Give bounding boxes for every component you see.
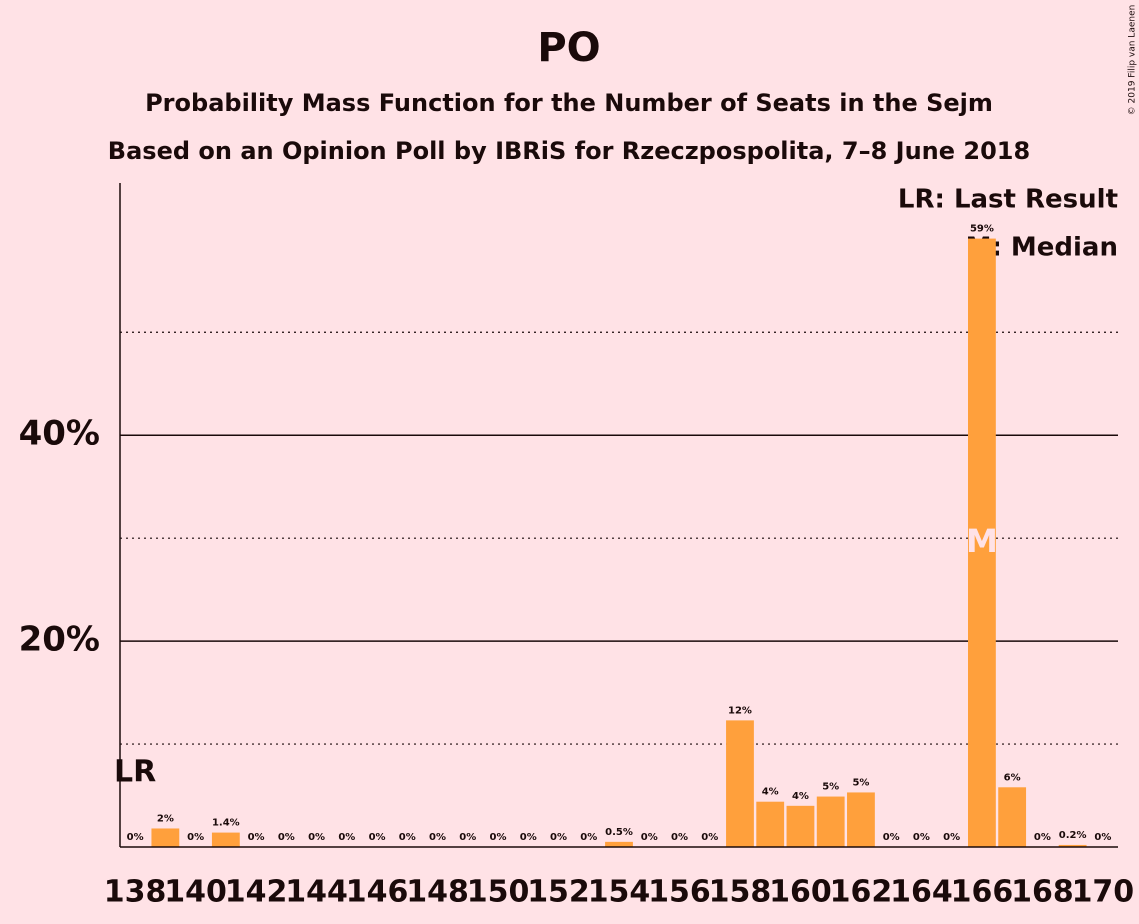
value-label: 2% bbox=[157, 813, 174, 824]
value-label: 0% bbox=[338, 832, 355, 843]
value-label: 0% bbox=[187, 832, 204, 843]
value-label: 0% bbox=[671, 832, 688, 843]
y-tick-label: 20% bbox=[19, 620, 100, 660]
x-tick-label: 158 bbox=[709, 875, 772, 910]
value-label: 0% bbox=[308, 832, 325, 843]
x-tick-label: 168 bbox=[1011, 875, 1074, 910]
legend-entry: LR: Last Result bbox=[898, 185, 1118, 215]
value-label: 1.4% bbox=[212, 818, 240, 829]
x-tick-label: 144 bbox=[285, 875, 348, 910]
value-label: 0% bbox=[459, 832, 476, 843]
value-label: 0% bbox=[1034, 832, 1051, 843]
chart-subtitle: Based on an Opinion Poll by IBRiS for Rz… bbox=[108, 137, 1030, 165]
x-tick-label: 152 bbox=[527, 875, 590, 910]
value-label: 0% bbox=[429, 832, 446, 843]
value-label: 0% bbox=[127, 832, 144, 843]
x-tick-label: 164 bbox=[890, 875, 953, 910]
value-label: 0% bbox=[580, 832, 597, 843]
value-label: 0% bbox=[641, 832, 658, 843]
bar bbox=[756, 801, 785, 847]
x-tick-label: 154 bbox=[588, 875, 651, 910]
y-tick-label: 40% bbox=[19, 414, 100, 454]
value-label: 0% bbox=[399, 832, 416, 843]
value-label: 0% bbox=[943, 832, 960, 843]
value-label: 5% bbox=[852, 777, 869, 788]
value-label: 0% bbox=[248, 832, 265, 843]
bar bbox=[151, 828, 180, 847]
x-tick-label: 160 bbox=[769, 875, 832, 910]
value-label: 0% bbox=[913, 832, 930, 843]
bar bbox=[726, 720, 754, 847]
last-result-marker: LR bbox=[114, 755, 156, 790]
value-label: 0% bbox=[369, 832, 386, 843]
bar bbox=[786, 805, 815, 847]
x-tick-label: 170 bbox=[1072, 875, 1135, 910]
bar bbox=[816, 796, 845, 847]
x-tick-label: 156 bbox=[648, 875, 711, 910]
x-tick-label: 140 bbox=[164, 875, 227, 910]
bar bbox=[605, 841, 633, 847]
median-marker: M bbox=[966, 522, 998, 560]
x-tick-label: 166 bbox=[951, 875, 1014, 910]
bar bbox=[998, 787, 1027, 847]
x-tick-label: 162 bbox=[830, 875, 893, 910]
value-label: 4% bbox=[792, 791, 809, 802]
value-label: 5% bbox=[822, 782, 839, 793]
x-tick-label: 148 bbox=[406, 875, 469, 910]
x-tick-label: 142 bbox=[225, 875, 288, 910]
value-label: 0.5% bbox=[605, 827, 633, 838]
value-label: 0% bbox=[278, 832, 295, 843]
copyright: © 2019 Filip van Laenen bbox=[1128, 5, 1138, 116]
value-label: 0% bbox=[883, 832, 900, 843]
value-label: 0% bbox=[490, 832, 507, 843]
x-tick-label: 146 bbox=[346, 875, 409, 910]
value-label: 0.2% bbox=[1059, 830, 1087, 841]
value-label: 0% bbox=[520, 832, 537, 843]
value-label: 4% bbox=[762, 787, 779, 798]
value-label: 0% bbox=[701, 832, 718, 843]
value-label: 59% bbox=[970, 224, 994, 235]
bar bbox=[211, 832, 240, 847]
x-tick-label: 150 bbox=[467, 875, 530, 910]
bar bbox=[847, 792, 875, 847]
value-label: 0% bbox=[1094, 832, 1111, 843]
chart-title: PO bbox=[537, 25, 600, 71]
x-tick-label: 138 bbox=[104, 875, 167, 910]
value-label: 12% bbox=[728, 705, 752, 716]
bar bbox=[967, 238, 996, 847]
chart-subtitle: Probability Mass Function for the Number… bbox=[145, 89, 993, 117]
bar bbox=[1058, 844, 1087, 847]
value-label: 0% bbox=[550, 832, 567, 843]
value-label: 6% bbox=[1004, 772, 1021, 783]
